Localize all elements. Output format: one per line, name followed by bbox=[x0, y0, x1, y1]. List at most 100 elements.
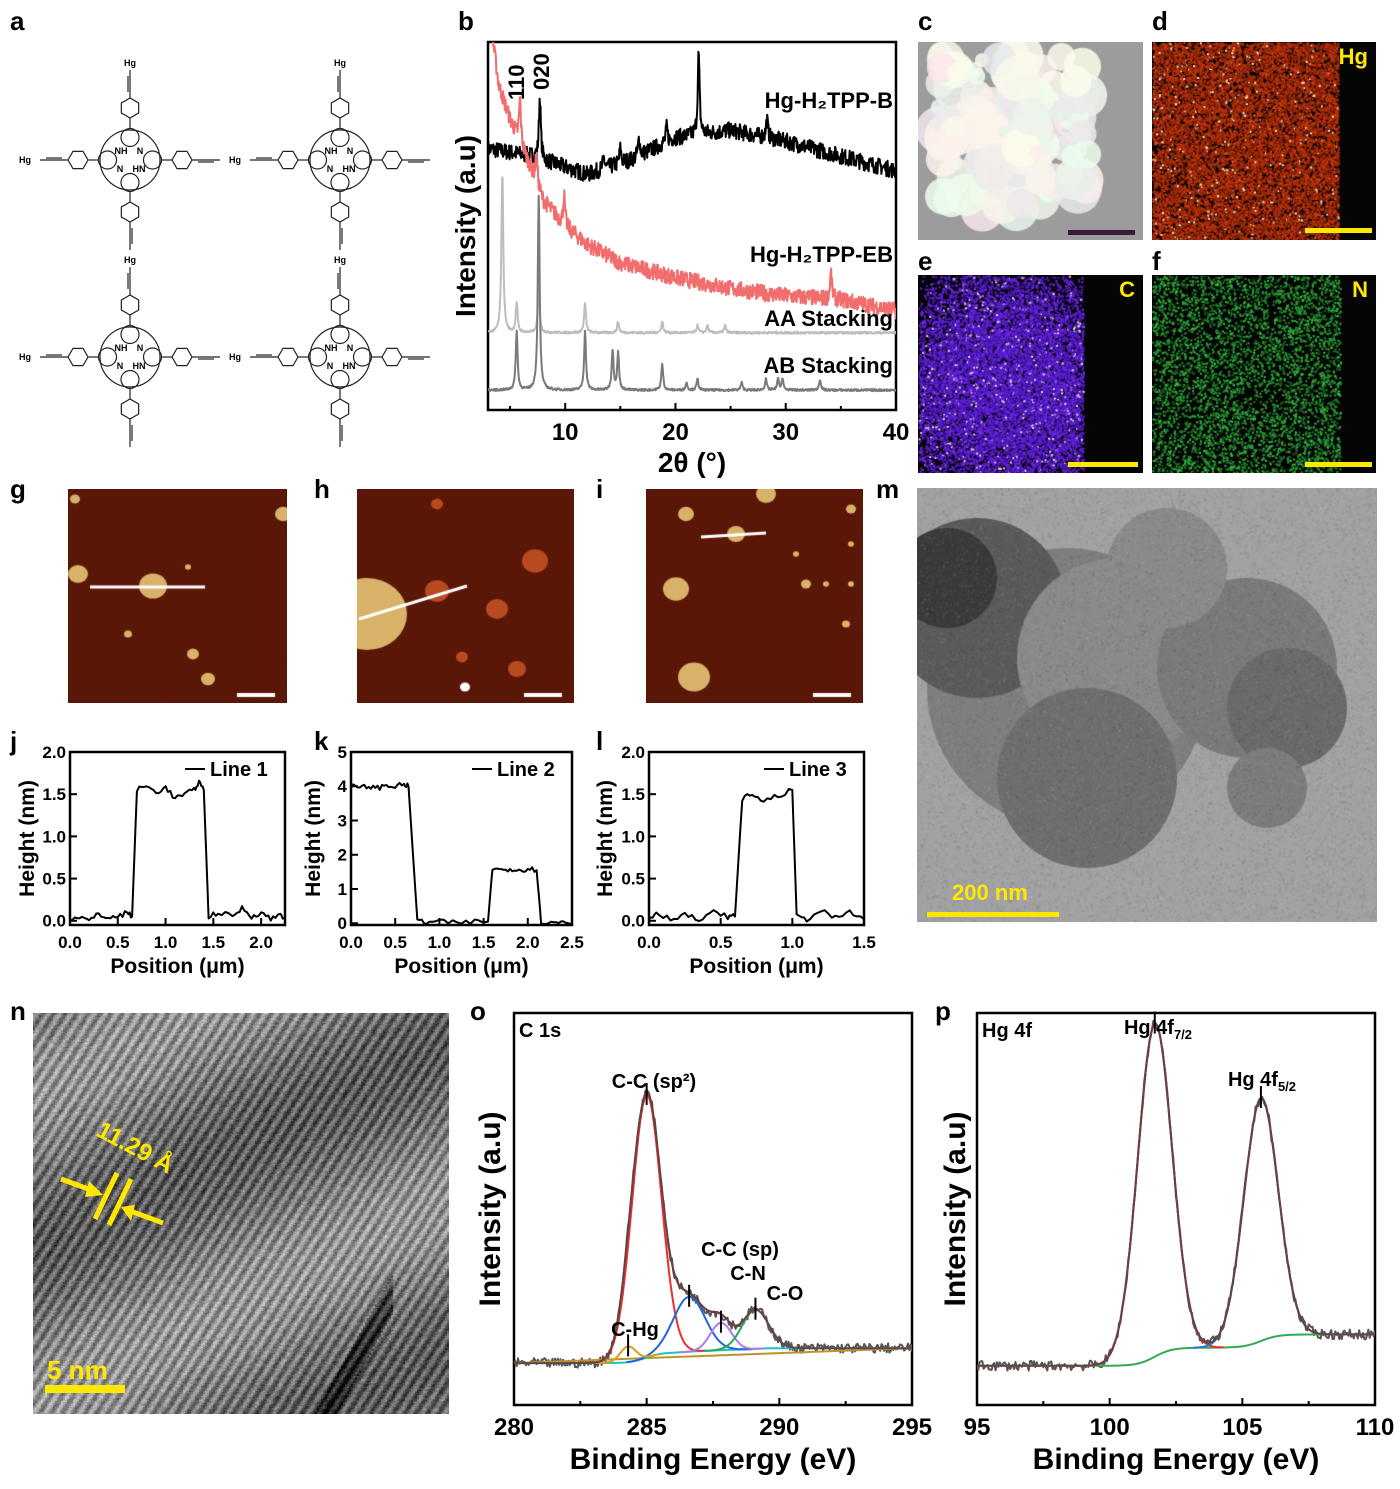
plot-frame bbox=[486, 40, 898, 412]
component-name: C-N bbox=[730, 1263, 766, 1285]
hg-label: Hg bbox=[124, 58, 136, 68]
x-tick-label: 295 bbox=[892, 1414, 932, 1441]
y-tick-label: 0.0 bbox=[621, 912, 645, 931]
series-label: Hg-H₂TPP-B bbox=[765, 88, 893, 113]
component-peak-1 bbox=[1193, 1097, 1330, 1349]
scale-bar bbox=[927, 912, 1059, 917]
panel-label-f: f bbox=[1152, 246, 1161, 276]
x-tick-label: 30 bbox=[772, 419, 799, 446]
n-label: N bbox=[327, 361, 334, 371]
series-line-2 bbox=[488, 176, 896, 335]
y-tick-label: 2.0 bbox=[42, 743, 66, 762]
lattice-annotation: 11.29 Å 5 nm bbox=[45, 1116, 178, 1393]
y-tick-label: 3 bbox=[338, 811, 347, 830]
sem-image bbox=[918, 42, 1143, 240]
x-tick-label: 0.5 bbox=[106, 933, 130, 952]
chart-2: 0.0 0.5 1.0 1.5 2.0 2.5 0 1 2 3 4 5 Position (μm) Hei… bbox=[302, 743, 584, 978]
phenyl-ring bbox=[171, 347, 193, 367]
panel-label-h: h bbox=[314, 474, 330, 504]
x-tick-label: 95 bbox=[964, 1414, 991, 1441]
x-axis-label: Binding Energy (eV) bbox=[1033, 1443, 1320, 1476]
component-name: C-Hg bbox=[611, 1319, 659, 1341]
spectrum-title: C 1s bbox=[519, 1020, 561, 1042]
eds-map-c: C bbox=[918, 275, 1143, 473]
nh-label: NH bbox=[115, 343, 128, 353]
pyrrole-ring bbox=[97, 347, 118, 367]
pyrrole-ring bbox=[120, 127, 140, 148]
phenyl-ring bbox=[381, 347, 403, 367]
series-label: Hg-H₂TPP-EB bbox=[750, 242, 893, 267]
pyrrole-ring bbox=[352, 150, 373, 170]
pyrrole-ring bbox=[97, 150, 118, 170]
nh-label: NH bbox=[115, 146, 128, 156]
pyrrole-ring bbox=[142, 347, 163, 367]
element-label-n: N bbox=[1352, 277, 1368, 302]
n-label: N bbox=[137, 343, 144, 353]
x-tick-label: 0.0 bbox=[58, 933, 82, 952]
spectrum-title: Hg 4f bbox=[982, 1020, 1032, 1042]
component-peak-3 bbox=[703, 1308, 808, 1352]
panel-label-e: e bbox=[918, 246, 933, 276]
n-label: N bbox=[327, 164, 334, 174]
x-tick-label: 105 bbox=[1222, 1414, 1262, 1441]
macrocycle bbox=[99, 129, 161, 191]
phenyl-ring bbox=[330, 294, 350, 316]
pyrrole-ring bbox=[330, 172, 350, 193]
lattice-fringe-marker bbox=[106, 1177, 134, 1227]
n-label: N bbox=[347, 343, 354, 353]
y-tick-label: 0 bbox=[338, 914, 347, 933]
x-axis-label: Position (μm) bbox=[110, 955, 244, 978]
n-label: N bbox=[137, 146, 144, 156]
arrowhead-icon bbox=[121, 1205, 135, 1221]
y-tick-label: 1 bbox=[338, 880, 347, 899]
linear-background-line bbox=[514, 1347, 912, 1365]
component-subscript: 7/2 bbox=[1174, 1027, 1192, 1042]
y-tick-label: 0.5 bbox=[42, 870, 66, 889]
afm-image-i bbox=[646, 489, 863, 703]
legend-label: Line 2 bbox=[497, 759, 555, 781]
plot-frame bbox=[349, 750, 574, 927]
eds-map-n: N bbox=[1152, 275, 1376, 473]
x-axis-label: Binding Energy (eV) bbox=[570, 1443, 857, 1476]
chart-4: 280 285 290 295 Binding Energy (eV) Intensity… bbox=[474, 1011, 932, 1476]
x-tick-label: 280 bbox=[494, 1414, 534, 1441]
scale-bar bbox=[45, 1385, 125, 1393]
plot-frame bbox=[68, 750, 287, 927]
hg-label: Hg bbox=[334, 58, 346, 68]
afm-image-h bbox=[357, 489, 574, 703]
y-tick-label: 2 bbox=[338, 846, 347, 865]
element-label-c: C bbox=[1119, 277, 1135, 302]
x-tick-label: 2.0 bbox=[249, 933, 273, 952]
element-label-hg: Hg bbox=[1338, 44, 1368, 69]
x-tick-label: 0.5 bbox=[383, 933, 407, 952]
y-tick-label: 1.5 bbox=[42, 785, 66, 804]
phenyl-ring bbox=[330, 201, 350, 223]
y-axis-label: Height (nm) bbox=[302, 780, 325, 897]
lattice-fringe-marker bbox=[92, 1171, 120, 1221]
panel-label-p: p bbox=[935, 996, 951, 1026]
phenyl-ring bbox=[277, 150, 299, 170]
x-tick-label: 1.0 bbox=[428, 933, 452, 952]
x-tick-label: 290 bbox=[759, 1414, 799, 1441]
peak-label: 110 bbox=[504, 65, 529, 101]
component-name: C-C (sp) bbox=[701, 1239, 779, 1261]
pyrrole-ring bbox=[352, 347, 373, 367]
x-tick-label: 1.5 bbox=[852, 933, 876, 952]
component-name: Hg 4f bbox=[1228, 1069, 1278, 1091]
x-tick-label: 0.0 bbox=[339, 933, 363, 952]
tem-scale-label: 200 nm bbox=[952, 880, 1028, 905]
panel-label-o: o bbox=[470, 996, 486, 1026]
y-axis-label: Height (nm) bbox=[594, 780, 617, 897]
hn-label: HN bbox=[343, 361, 356, 371]
phenyl-ring bbox=[67, 347, 89, 367]
phenyl-ring bbox=[67, 150, 89, 170]
tem-image: 200 nm bbox=[917, 488, 1377, 922]
n-label: N bbox=[117, 361, 124, 371]
pyrrole-ring bbox=[120, 324, 140, 345]
hn-label: HN bbox=[133, 164, 146, 174]
panel-label-n: n bbox=[10, 996, 26, 1026]
chart-5: 95 100 105 110 Binding Energy (eV) Intensity … bbox=[939, 1011, 1394, 1476]
phenyl-ring bbox=[120, 201, 140, 223]
